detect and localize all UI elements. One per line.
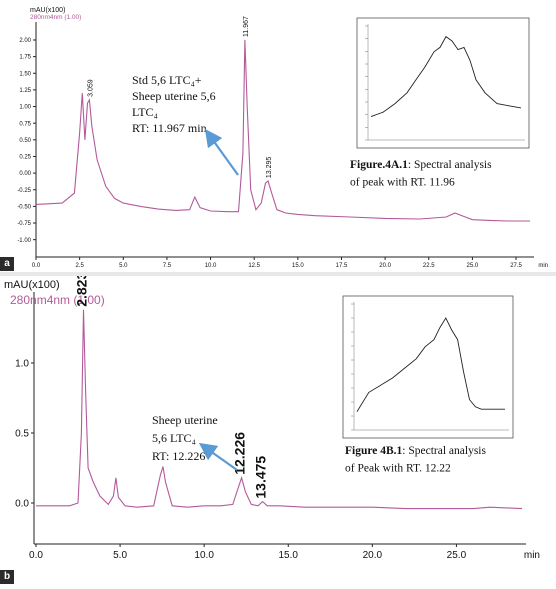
y-tick-label: -1.00 (17, 238, 31, 244)
peak-rt-label: 13.475 (253, 456, 269, 499)
x-tick-label: 5.0 (113, 550, 127, 561)
y-tick-label: 0.0 (15, 499, 29, 510)
chromatogram-a-svg: mAU(x100)280nm4nm (1.00) 2.00 1.75 1.50 1.25… (17, 7, 548, 269)
y-tick-label: 1.50 (19, 71, 31, 77)
x-tick-label: 7.5 (163, 263, 172, 269)
y-tick-label: 1.00 (19, 105, 31, 111)
y-tick-label: 0.75 (19, 121, 31, 127)
y-axis-label: mAU(x100) (4, 279, 60, 291)
x-tick-label: 15.0 (292, 263, 304, 269)
peak-rt-label: 3.059 (87, 79, 94, 97)
x-tick-label: 27.5 (510, 263, 522, 269)
y-axis-label: mAU(x100) (30, 7, 65, 14)
annotation-line: RT: 12.226 (152, 449, 205, 463)
x-tick-label: 10.0 (194, 550, 214, 561)
x-tick-label: 12.5 (248, 263, 260, 269)
annotation-line: Sheep uterine 5,6 (132, 89, 216, 103)
x-tick-label: 25.0 (447, 550, 467, 561)
y-tick-label: 1.75 (19, 55, 31, 61)
peak-rt-label: 11.967 (243, 16, 250, 37)
annotation-line: Std 5,6 LTC₄+ (132, 73, 202, 87)
caption-text: : Spectral analysis (408, 159, 492, 171)
inset-caption: Figure 4B.1: Spectral analysis of Peak wi… (345, 445, 486, 475)
y-tick-label: -0.50 (17, 204, 31, 210)
caption-text: of Peak with RT. 12.22 (345, 463, 451, 475)
x-unit-label: min (538, 263, 548, 269)
chromatogram-panel-b: mAU(x100) 280nm4nm (1.00) 1.0 0.5 0.0 0.0 5.0 1… (0, 272, 556, 584)
y-tick-label: 0.00 (19, 171, 31, 177)
x-tick-label: 25.0 (467, 263, 479, 269)
x-tick-label: 2.5 (75, 263, 84, 269)
peak-rt-label: 13.295 (266, 157, 273, 179)
y-tick-label: -0.25 (17, 188, 31, 194)
caption-figure-id: Figure.4A.1 (350, 159, 408, 171)
annotation-line: RT: 11.967 min (132, 121, 207, 135)
y-tick-label: 1.0 (15, 359, 29, 370)
y-tick-label: 0.25 (19, 155, 31, 161)
y-tick-label: -0.75 (17, 221, 31, 227)
channel-label: 280nm4nm (1.00) (10, 293, 105, 307)
y-tick-label: 1.25 (19, 88, 31, 94)
peak-rt-label: 12.226 (232, 432, 248, 475)
panel-label-b: b (0, 570, 14, 584)
chromatogram-trace (35, 39, 530, 222)
x-tick-label: 17.5 (336, 263, 348, 269)
y-tick-label: 2.00 (19, 38, 31, 44)
x-tick-label: 0.0 (32, 263, 41, 269)
chromatogram-panel-a: mAU(x100) 280nm4nm (1.00) 2.00 1.75 1.50 1.25… (0, 0, 556, 272)
x-tick-label: 15.0 (279, 550, 299, 561)
spectrum-inset-box (342, 295, 514, 439)
x-tick-label: 20.0 (379, 263, 391, 269)
caption-figure-id: Figure 4B.1 (345, 445, 403, 457)
x-tick-label: 5.0 (119, 263, 128, 269)
caption-text: of peak with RT. 11.96 (350, 177, 455, 189)
x-unit-label: min (524, 550, 540, 561)
inset-caption: Figure.4A.1: Spectral analysis of peak wi… (350, 159, 492, 189)
spectrum-curve (370, 35, 522, 118)
annotation-line: 5,6 LTC₄ (152, 431, 196, 445)
y-tick-label: 0.50 (19, 138, 31, 144)
annotation-arrow (198, 442, 238, 471)
channel-label: 280nm4nm (1.00) (30, 14, 81, 21)
spectrum-inset-box (356, 17, 530, 149)
y-tick-label: 0.5 (15, 429, 29, 440)
annotation-line: LTC₄ (132, 105, 158, 119)
x-tick-label: 22.5 (423, 263, 435, 269)
panel-label-a: a (0, 257, 14, 271)
x-tick-label: 10.0 (205, 263, 217, 269)
panel-divider (0, 272, 556, 276)
annotation-arrow (204, 128, 239, 176)
x-tick-label: 0.0 (29, 550, 43, 561)
chromatogram-b-svg: mAU(x100) 280nm4nm (1.00) 1.0 0.5 0.0 0.0 5.0 1… (4, 272, 540, 561)
spectrum-curve (356, 317, 505, 412)
x-tick-label: 20.0 (363, 550, 383, 561)
peak-rt-label: 2.823 (73, 276, 89, 307)
caption-text: : Spectral analysis (402, 445, 486, 457)
annotation-line: Sheep uterine (152, 413, 218, 427)
chromatogram-trace (36, 309, 523, 510)
